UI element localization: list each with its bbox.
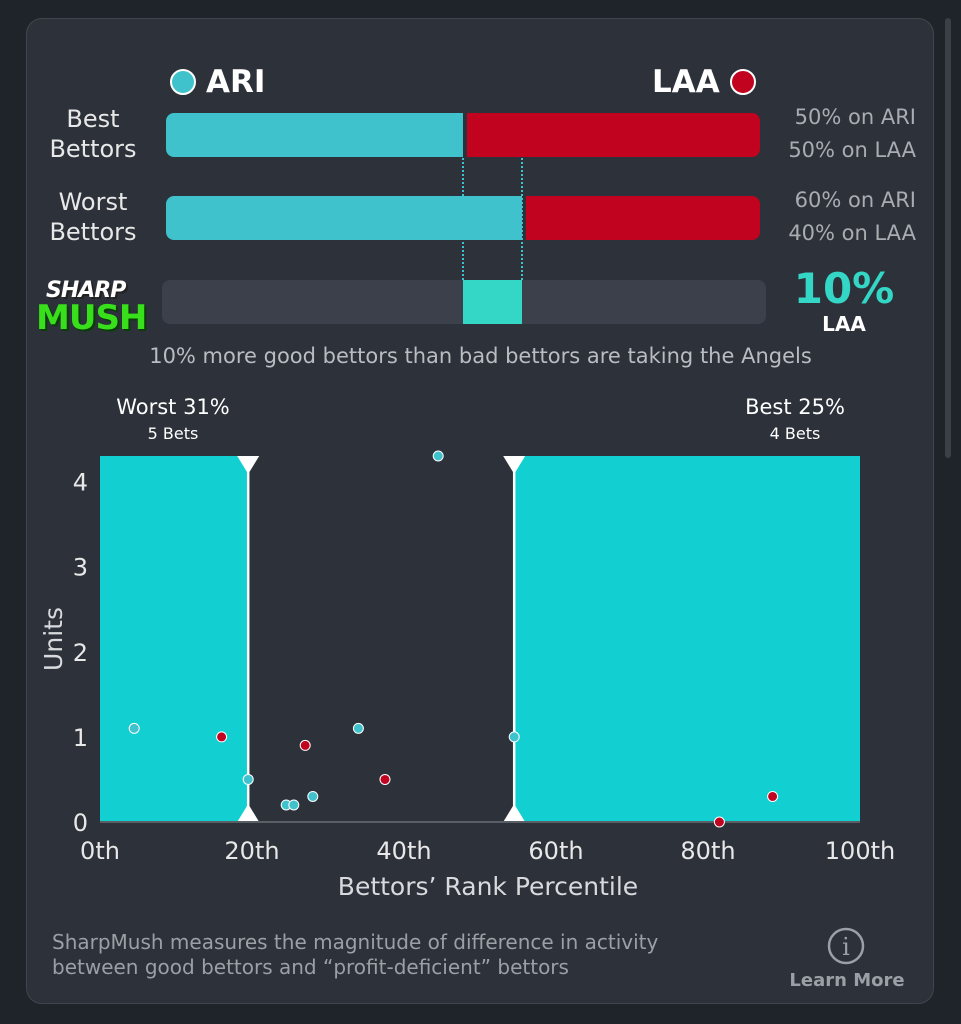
point-laa bbox=[379, 773, 391, 785]
region-1 bbox=[514, 456, 860, 822]
boundary-marker-bottom-0 bbox=[237, 804, 260, 822]
region-subtitle-1: 4 Bets bbox=[770, 424, 821, 443]
point-ari bbox=[307, 790, 319, 802]
sharpmush-diff-fill bbox=[463, 280, 523, 324]
region-title-1: Best 25% bbox=[745, 395, 845, 419]
y-tick-label: 4 bbox=[73, 469, 88, 497]
point-laa bbox=[713, 816, 725, 828]
bettor-rank-scatter-chart: Worst 31% 5 Bets Best 25% 4 Bets 0th 20th 40th… bbox=[39, 395, 895, 900]
best-bettors-laa-pct: 50% on LAA bbox=[788, 138, 916, 162]
point-ari bbox=[242, 773, 254, 785]
y-tick-label: 0 bbox=[73, 809, 88, 837]
learn-more-link[interactable]: Learn More bbox=[789, 970, 905, 991]
team-ari-name: ARI bbox=[206, 64, 266, 100]
sharpmush-team: LAA bbox=[822, 312, 866, 336]
point-laa bbox=[767, 790, 779, 802]
team-laa-name: LAA bbox=[652, 64, 720, 100]
worst-bettors-bar bbox=[166, 196, 760, 240]
worst-bettors-ari-fill bbox=[166, 196, 523, 240]
boundary-marker-bottom-1 bbox=[503, 804, 526, 822]
y-tick-label: 2 bbox=[73, 639, 88, 667]
svg-text:i: i bbox=[842, 933, 850, 961]
point-laa bbox=[216, 731, 228, 743]
worst-bettors-pct: 60% on ARI 40% on LAA bbox=[766, 184, 916, 250]
sharpmush-logo: SHARP MUSH bbox=[36, 278, 147, 338]
team-laa-dot bbox=[729, 69, 756, 95]
sharpmush-value: 10% bbox=[793, 264, 895, 313]
point-ari bbox=[352, 722, 364, 734]
region-0 bbox=[100, 456, 249, 822]
info-icon[interactable]: i bbox=[826, 926, 866, 966]
point-ari bbox=[508, 731, 520, 743]
x-tick-label: 0th bbox=[80, 837, 120, 865]
best-bettors-ari-fill bbox=[166, 113, 463, 157]
point-ari bbox=[432, 450, 444, 462]
team-ari-header: ARI bbox=[170, 64, 265, 100]
x-tick-label: 20th bbox=[224, 837, 279, 865]
best-bettors-bar bbox=[166, 113, 760, 157]
y-tick-label: 1 bbox=[73, 724, 88, 752]
team-ari-dot bbox=[170, 69, 196, 95]
sharpmush-summary: 10% more good bettors than bad bettors a… bbox=[149, 344, 812, 368]
x-tick-label: 60th bbox=[528, 837, 583, 865]
boundary-marker-top-0 bbox=[237, 456, 260, 474]
footer-description: SharpMush measures the magnitude of diff… bbox=[52, 930, 659, 979]
region-title-0: Worst 31% bbox=[116, 395, 230, 419]
x-tick-label: 100th bbox=[825, 837, 895, 865]
best-bettors-ari-pct: 50% on ARI bbox=[794, 105, 916, 129]
best-bettors-pct: 50% on ARI 50% on LAA bbox=[766, 101, 916, 167]
point-ari bbox=[288, 799, 300, 811]
y-tick-label: 3 bbox=[73, 554, 88, 582]
x-axis-title: Bettors’ Rank Percentile bbox=[338, 872, 638, 900]
team-laa-header: LAA bbox=[652, 64, 756, 100]
point-ari bbox=[128, 722, 140, 734]
boundary-marker-top-1 bbox=[503, 456, 526, 474]
point-laa bbox=[299, 739, 311, 751]
x-tick-label: 80th bbox=[680, 837, 735, 865]
y-axis-title: Units bbox=[39, 607, 68, 671]
worst-bettors-laa-fill bbox=[522, 196, 760, 240]
best-bettors-label: Best Bettors bbox=[49, 105, 137, 163]
worst-bettors-ari-pct: 60% on ARI bbox=[794, 188, 916, 212]
worst-split-guide bbox=[521, 158, 524, 280]
x-tick-label: 40th bbox=[376, 837, 431, 865]
region-subtitle-0: 5 Bets bbox=[148, 424, 199, 443]
worst-bettors-laa-pct: 40% on LAA bbox=[788, 221, 916, 245]
best-bettors-laa-fill bbox=[463, 113, 760, 157]
best-split-guide bbox=[462, 158, 464, 280]
scrollbar-thumb[interactable] bbox=[945, 18, 951, 458]
worst-bettors-label: Worst Bettors bbox=[49, 188, 137, 246]
